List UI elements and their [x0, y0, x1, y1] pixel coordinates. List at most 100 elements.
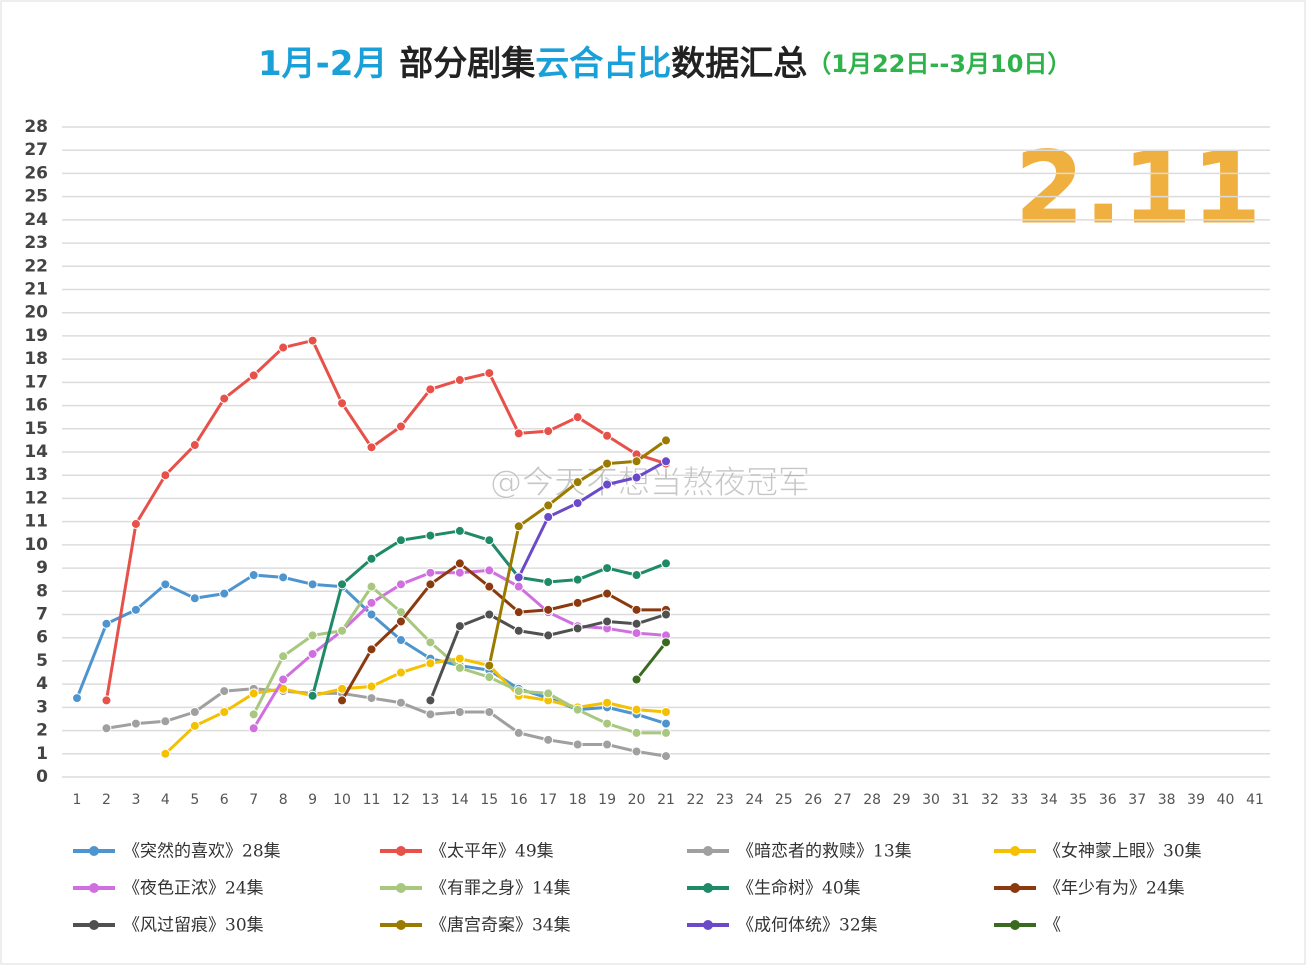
- x-tick-label: 20: [628, 792, 646, 808]
- data-point: [248, 723, 259, 734]
- subtitle: （1月22日--3月10日）: [807, 50, 1071, 78]
- data-point: [130, 718, 141, 729]
- x-tick-label: 29: [893, 792, 911, 808]
- data-point: [454, 621, 465, 632]
- x-tick-label: 9: [308, 792, 317, 808]
- legend-swatch-dot: [89, 920, 99, 930]
- data-point: [366, 553, 377, 564]
- legend-label: 《夜色正浓》24集: [123, 879, 264, 899]
- data-point: [513, 686, 524, 697]
- y-tick-label: 16: [24, 396, 48, 416]
- data-point: [248, 570, 259, 581]
- data-point: [395, 535, 406, 546]
- data-point: [101, 723, 112, 734]
- y-tick-label: 15: [24, 419, 48, 439]
- data-point: [248, 709, 259, 720]
- data-point: [513, 572, 524, 583]
- legend-label: 《有罪之身》14集: [430, 879, 571, 899]
- y-tick-label: 23: [24, 233, 48, 253]
- data-point: [366, 442, 377, 453]
- x-tick-label: 22: [687, 792, 705, 808]
- legend-swatch-dot: [1010, 846, 1020, 856]
- data-point: [602, 616, 613, 627]
- data-point: [337, 695, 348, 706]
- y-tick-label: 25: [24, 187, 48, 207]
- legend-swatch-dot: [396, 920, 406, 930]
- data-point: [631, 472, 642, 483]
- data-point: [395, 697, 406, 708]
- x-tick-label: 39: [1187, 792, 1205, 808]
- x-tick-label: 26: [804, 792, 822, 808]
- y-tick-label: 3: [36, 697, 48, 717]
- data-point: [602, 563, 613, 574]
- data-point: [572, 498, 583, 509]
- data-point: [572, 477, 583, 488]
- legend-swatch-dot: [396, 883, 406, 893]
- data-point: [631, 456, 642, 467]
- data-point: [543, 688, 554, 699]
- title-part: 数据汇总: [671, 44, 807, 84]
- y-tick-label: 9: [36, 558, 48, 578]
- x-tick-label: 2: [102, 792, 111, 808]
- data-point: [454, 567, 465, 578]
- data-point: [425, 695, 436, 706]
- y-tick-label: 14: [24, 442, 48, 462]
- x-tick-label: 10: [333, 792, 351, 808]
- data-point: [513, 625, 524, 636]
- x-tick-label: 34: [1040, 792, 1058, 808]
- y-tick-label: 28: [24, 117, 48, 137]
- y-tick-label: 18: [24, 349, 48, 369]
- data-point: [454, 707, 465, 717]
- legend-swatch-dot: [1010, 883, 1020, 893]
- data-point: [602, 739, 613, 750]
- data-point: [219, 707, 230, 717]
- data-point: [513, 581, 524, 592]
- data-point: [543, 426, 554, 437]
- data-point: [572, 704, 583, 715]
- data-point: [101, 695, 112, 706]
- y-tick-label: 7: [36, 605, 48, 625]
- data-point: [425, 530, 436, 541]
- data-point: [484, 581, 495, 592]
- data-point: [454, 558, 465, 569]
- data-point: [631, 618, 642, 629]
- data-point: [543, 577, 554, 587]
- data-point: [101, 618, 112, 629]
- series-line: [517, 459, 667, 579]
- data-point: [425, 579, 436, 590]
- data-point: [189, 593, 200, 604]
- legend-swatch-dot: [89, 883, 99, 893]
- data-point: [543, 734, 554, 745]
- data-point: [337, 398, 348, 409]
- x-tick-label: 14: [451, 792, 469, 808]
- x-tick-label: 16: [510, 792, 528, 808]
- data-point: [484, 609, 495, 620]
- title-part: 云合占比: [535, 44, 671, 84]
- data-point: [160, 716, 171, 727]
- data-point: [395, 635, 406, 646]
- x-tick-label: 19: [598, 792, 616, 808]
- data-point: [572, 574, 583, 585]
- y-tick-label: 13: [24, 465, 48, 485]
- data-point: [160, 748, 171, 759]
- y-tick-label: 20: [24, 303, 48, 323]
- data-point: [543, 500, 554, 511]
- data-point: [543, 630, 554, 641]
- legend-swatch-dot: [703, 846, 713, 856]
- y-tick-label: 24: [24, 210, 48, 230]
- title-part: 部分剧集: [387, 44, 535, 84]
- data-point: [484, 672, 495, 683]
- x-tick-label: 38: [1158, 792, 1176, 808]
- data-point: [72, 693, 82, 704]
- data-point: [661, 609, 671, 620]
- y-tick-label: 11: [24, 512, 48, 532]
- y-tick-label: 0: [36, 767, 48, 787]
- data-point: [513, 521, 524, 532]
- data-point: [454, 653, 465, 664]
- data-point: [160, 470, 171, 481]
- data-point: [484, 368, 495, 379]
- y-tick-label: 8: [36, 581, 48, 601]
- data-point: [572, 597, 583, 608]
